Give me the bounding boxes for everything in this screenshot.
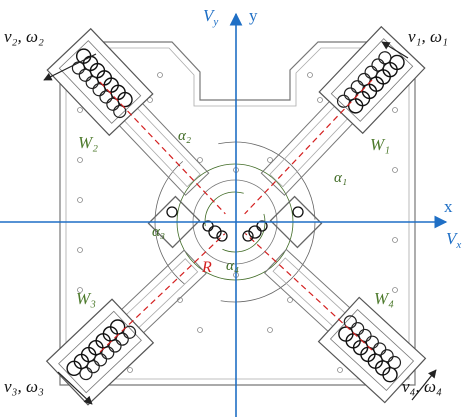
x-label: x xyxy=(444,197,453,216)
vy-label: Vy xyxy=(203,6,218,28)
hole xyxy=(78,108,83,113)
wheel-label: W₁ xyxy=(370,135,390,154)
center-label: R xyxy=(201,259,212,276)
velocity-label: v₃, ω₃ xyxy=(4,377,44,396)
vy-sub: y xyxy=(212,16,218,28)
body: {"axes": {"vy": {"base": "V", "sub": "y"… xyxy=(0,0,472,417)
arm-inner xyxy=(121,105,200,187)
roller xyxy=(167,207,177,217)
velocity-label: v₂, ω₂ xyxy=(4,27,44,46)
angle-label: α₄ xyxy=(226,258,239,274)
vx-sub: x xyxy=(455,239,461,251)
hole xyxy=(318,98,323,103)
angle-label: α₃ xyxy=(152,224,165,240)
hole xyxy=(128,368,133,373)
wheel-center-dash xyxy=(245,233,372,350)
page: html, body { margin: 0; padding: 0; back… xyxy=(0,0,472,417)
wheel-label: W₂ xyxy=(78,133,98,152)
hole xyxy=(158,73,163,78)
wheel-label: W₃ xyxy=(76,289,96,308)
hole xyxy=(308,73,313,78)
hole xyxy=(268,328,273,333)
wheel-module xyxy=(47,29,247,235)
hole xyxy=(198,328,203,333)
hole xyxy=(338,368,343,373)
wheel-center-dash xyxy=(100,234,225,352)
hole xyxy=(393,238,398,243)
roller xyxy=(217,231,227,241)
angle-label: α₂ xyxy=(178,128,191,144)
roller xyxy=(293,207,303,217)
diagram: Vy y x Vx v₁, ω₁ v₂, ω₂ v₃, ω₃ v₄, ω₄ W₁… xyxy=(0,0,472,417)
velocity-label: v₁, ω₁ xyxy=(408,27,448,46)
wheel-module xyxy=(225,211,425,402)
velocity-label: v₄, ω₄ xyxy=(402,377,442,396)
hole xyxy=(78,248,83,253)
hole xyxy=(393,168,398,173)
wheel-module xyxy=(47,212,246,405)
hole xyxy=(78,198,83,203)
angle-label: α₁ xyxy=(334,170,347,186)
wheel-label: W₄ xyxy=(374,289,394,308)
y-label: y xyxy=(249,6,258,25)
wheel-module xyxy=(223,27,425,235)
hole xyxy=(78,158,83,163)
hole xyxy=(393,108,398,113)
vx-label: Vx xyxy=(446,229,461,251)
roller xyxy=(243,231,253,241)
